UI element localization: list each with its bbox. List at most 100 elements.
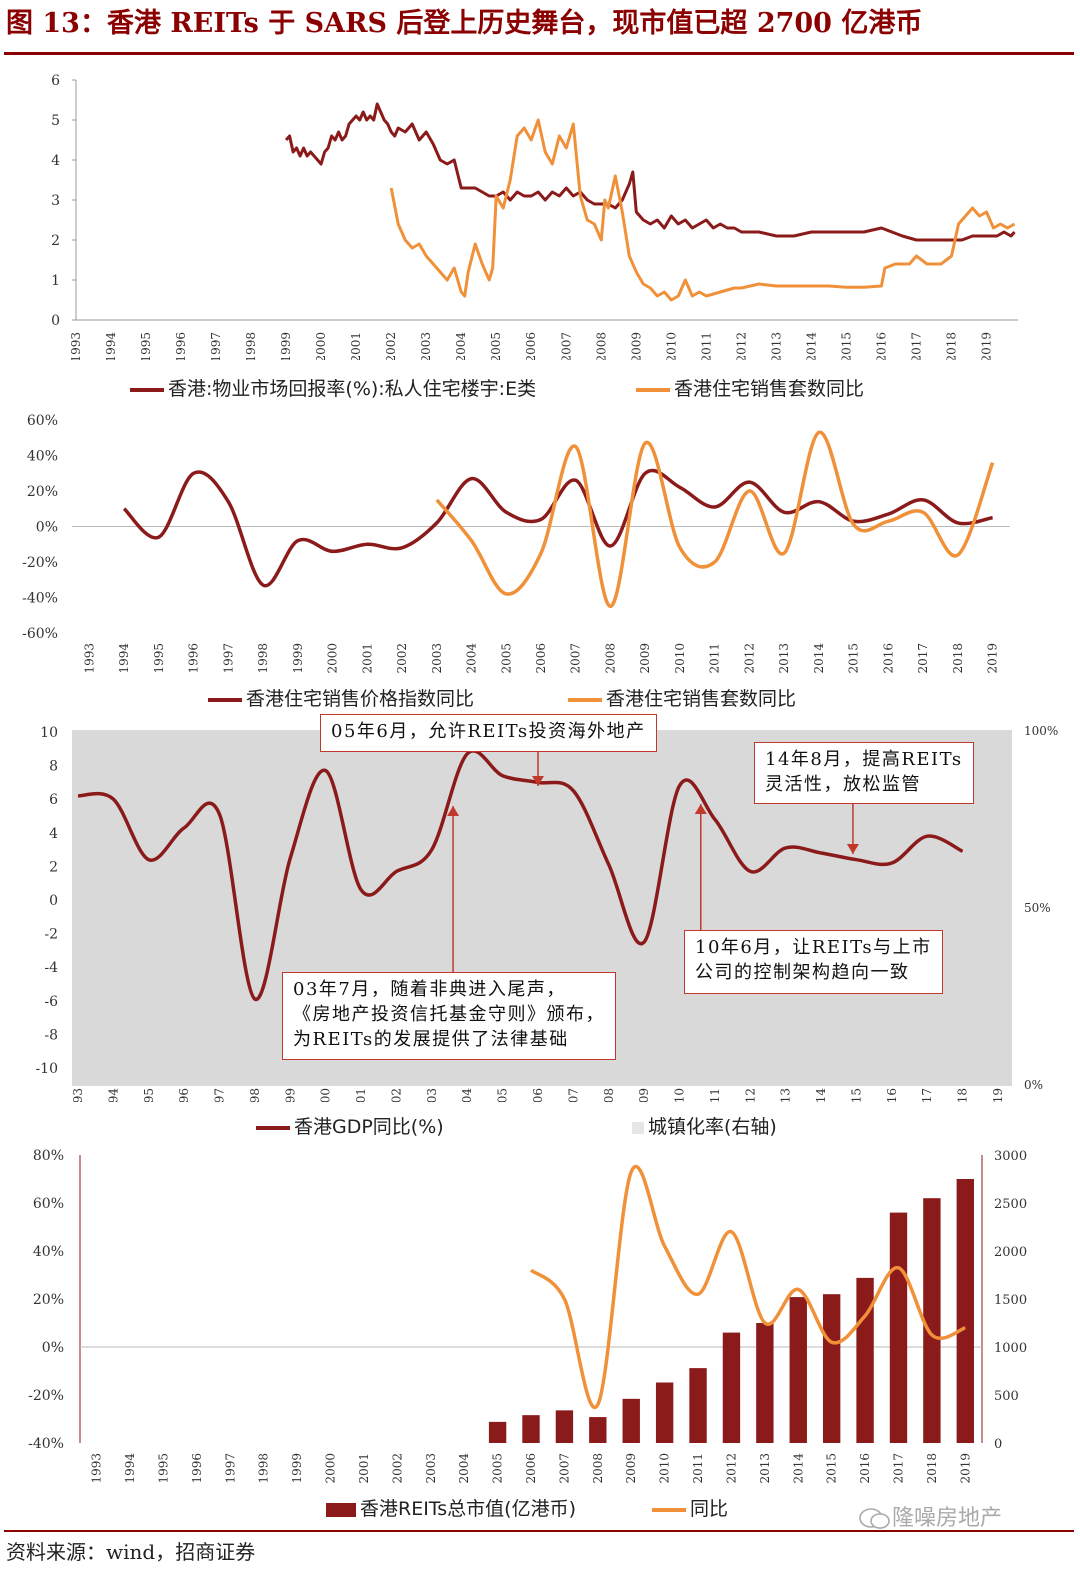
- c1-ytick-1: 1: [51, 273, 60, 289]
- c2-ytick-20%: 20%: [27, 484, 58, 500]
- c4-xtick-2000: 2000: [324, 1453, 338, 1484]
- legend-label-urbanization: 城镇化率(右轴): [648, 1116, 777, 1138]
- c4-bar-2015: [822, 1294, 841, 1443]
- c4-bar-2017: [889, 1212, 908, 1443]
- annotation-2003-line-1: 03年7月，随着非典进入尾声，: [293, 979, 566, 1000]
- c2-xtick-2015: 2015: [847, 643, 861, 674]
- c3-ytick-2: 2: [49, 859, 58, 875]
- c1-ytick-6: 6: [51, 73, 60, 89]
- legend-swatch-gdp: [256, 1125, 290, 1130]
- legend-label-price: 香港住宅销售价格指数同比: [246, 688, 475, 710]
- c2-xtick-2004: 2004: [465, 643, 479, 674]
- c3-xtick-2008: 2008: [602, 1088, 616, 1102]
- c1-xtick-2015: 2015: [839, 332, 853, 360]
- legend-label-hibor: 香港住宅销售套数同比: [674, 378, 865, 400]
- c2-ytick--40%: -40%: [22, 591, 58, 607]
- c4-xtick-2006: 2006: [524, 1453, 538, 1484]
- c3-ytick--4: -4: [44, 960, 58, 976]
- c1-xtick-1993: 1993: [69, 332, 83, 360]
- c1-xtick-2000: 2000: [314, 332, 328, 360]
- c4-xtick-2003: 2003: [424, 1453, 438, 1484]
- c4-xtick-1997: 1997: [223, 1453, 237, 1484]
- annotation-2005-line-1: 05年6月，允许REITs投资海外地产: [331, 721, 646, 742]
- title-rule: [4, 52, 1074, 55]
- legend-swatch-volume: [568, 697, 602, 702]
- c3-xtick-2005: 2005: [496, 1088, 510, 1102]
- c1-ytick-3: 3: [51, 193, 60, 209]
- c4-ytick-20%: 20%: [33, 1292, 64, 1308]
- c3-xtick-2004: 2004: [460, 1088, 474, 1102]
- c3-xtick-1993: 1993: [71, 1088, 85, 1102]
- c1-xtick-1997: 1997: [209, 332, 223, 360]
- c4-xtick-1994: 1994: [123, 1453, 137, 1484]
- c1-ytick-4: 4: [51, 153, 60, 169]
- c3-xtick-2017: 2017: [920, 1088, 934, 1102]
- c2-xtick-1999: 1999: [291, 643, 305, 674]
- c1-returns-line: [284, 102, 1016, 242]
- c4-y2tick-0: 0: [994, 1437, 1002, 1452]
- legend-hibor: 香港住宅销售套数同比: [636, 374, 864, 401]
- c2-xtick-1996: 1996: [187, 643, 201, 674]
- c3-xtick-2010: 2010: [673, 1088, 687, 1102]
- c4-xtick-2009: 2009: [624, 1453, 638, 1484]
- chart-returns-hibor: 0 1 2 3 4 5 6 1993 1994 1995 1996 1997 1998 1999 2000 2…: [51, 73, 1018, 360]
- c4-bar-2005: [488, 1421, 507, 1443]
- c4-xtick-2010: 2010: [658, 1453, 672, 1484]
- c4-xtick-2001: 2001: [357, 1453, 371, 1484]
- legend-label-volume: 香港住宅销售套数同比: [606, 688, 797, 710]
- c3-xtick-2013: 2013: [779, 1088, 793, 1102]
- c2-ytick--60%: -60%: [22, 626, 58, 642]
- c1-xtick-2009: 2009: [629, 332, 643, 360]
- c2-xtick-2009: 2009: [638, 643, 652, 674]
- c3-ytick-0: 0: [49, 893, 58, 909]
- c4-xtick-2005: 2005: [491, 1453, 505, 1484]
- watermark: 隆噪房地产: [858, 1500, 1002, 1532]
- chart-sales-yoy: -60% -40% -20% 0% 20% 40% 60% 1993 1994 1995 1996 1…: [22, 413, 1010, 674]
- c4-y2tick-3000: 3000: [994, 1149, 1027, 1164]
- c1-xtick-2005: 2005: [489, 332, 503, 360]
- c4-xtick-1998: 1998: [257, 1453, 271, 1484]
- c4-xtick-2007: 2007: [557, 1453, 571, 1484]
- legend-swatch-urbanization: [632, 1121, 644, 1134]
- c4-bar-2006: [522, 1415, 540, 1443]
- c3-ytick-8: 8: [49, 759, 58, 775]
- c2-xtick-2013: 2013: [777, 643, 791, 674]
- c2-ytick-40%: 40%: [27, 449, 58, 465]
- c2-ytick--20%: -20%: [22, 555, 58, 571]
- c1-xtick-2001: 2001: [349, 332, 363, 360]
- c1-xtick-1999: 1999: [279, 332, 293, 360]
- legend-market-cap: 香港REITs总市值(亿港币): [326, 1494, 576, 1521]
- c3-xtick-2006: 2006: [531, 1088, 545, 1102]
- legend-label-market-cap: 香港REITs总市值(亿港币): [360, 1498, 576, 1520]
- c3-arrow-2014-head: [846, 844, 859, 854]
- c3-xtick-1997: 1997: [213, 1088, 227, 1102]
- c1-ytick-5: 5: [51, 113, 60, 129]
- c3-xtick-2003: 2003: [425, 1088, 439, 1102]
- c4-xtick-2013: 2013: [758, 1453, 772, 1484]
- c1-xtick-2010: 2010: [664, 332, 678, 360]
- annotation-2010-line-1: 10年6月，让REITs与上市: [695, 937, 932, 958]
- c2-xtick-2012: 2012: [742, 643, 756, 674]
- c3-arrow-2010-head: [694, 804, 707, 814]
- source-note: 资料来源：wind，招商证券: [6, 1540, 256, 1564]
- c4-ytick-0%: 0%: [42, 1340, 64, 1356]
- c4-y2tick-2000: 2000: [994, 1245, 1027, 1260]
- c1-xtick-1998: 1998: [244, 332, 258, 360]
- c3-xtick-1995: 1995: [142, 1088, 156, 1102]
- legend-label-returns: 香港:物业市场回报率(%):私人住宅楼宇:E类: [168, 378, 537, 400]
- legend-label-yoy: 同比: [690, 1498, 729, 1520]
- c3-xtick-2015: 2015: [849, 1088, 863, 1102]
- c3-ytick-4: 4: [49, 826, 58, 842]
- c3-xtick-1996: 1996: [177, 1088, 191, 1102]
- c4-bar-2014: [789, 1297, 807, 1443]
- c1-xtick-2007: 2007: [559, 332, 573, 360]
- c3-xtick-2012: 2012: [743, 1088, 757, 1102]
- c3-xtick-1999: 1999: [283, 1088, 297, 1102]
- watermark-text: 隆噪房地产: [892, 1506, 1003, 1531]
- c4-xtick-2015: 2015: [825, 1453, 839, 1484]
- legend-swatch-price: [208, 697, 242, 702]
- annotation-2014-line-2: 灵活性，放松监管: [765, 774, 921, 795]
- c4-xtick-1999: 1999: [290, 1453, 304, 1484]
- c3-ytick--6: -6: [44, 994, 58, 1010]
- c3-xtick-2011: 2011: [708, 1088, 722, 1102]
